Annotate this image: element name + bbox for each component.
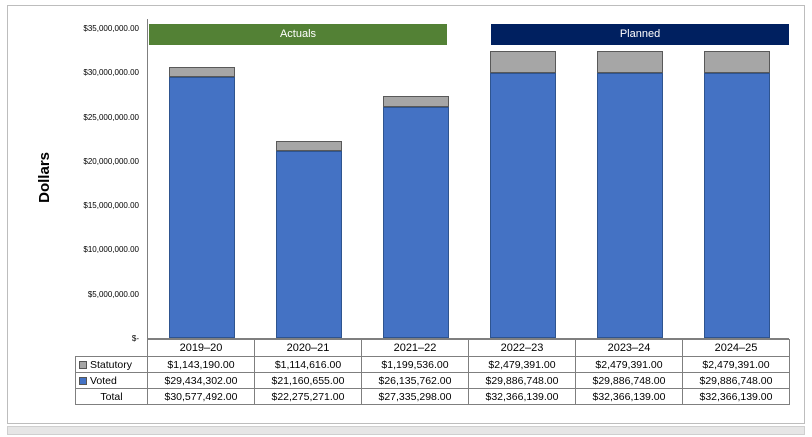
category-label: 2024–25	[682, 339, 790, 357]
value-cell: $32,366,139.00	[575, 388, 683, 405]
value-cell: $29,886,748.00	[468, 372, 576, 389]
value-cell: $32,366,139.00	[468, 388, 576, 405]
value-cell: $1,114,616.00	[254, 356, 362, 373]
category-label: 2022–23	[468, 339, 576, 357]
value-cell: $2,479,391.00	[468, 356, 576, 373]
bar-voted-2024–25	[703, 73, 770, 338]
y-tick-label: $30,000,000.00	[83, 68, 139, 78]
bar-voted-2022–23	[489, 73, 556, 338]
row-label-voted: Voted	[75, 372, 148, 389]
bar-voted-2019–20	[168, 77, 235, 338]
bar-statutory-2022–23	[489, 51, 556, 74]
category-label: 2023–24	[575, 339, 683, 357]
bar-statutory-2023–24	[596, 51, 663, 74]
value-cell: $26,135,762.00	[361, 372, 469, 389]
category-label: 2019–20	[147, 339, 255, 357]
value-cell: $32,366,139.00	[682, 388, 790, 405]
plot-area: Actuals Planned	[147, 19, 789, 339]
table-corner-cell	[75, 339, 148, 357]
bar-statutory-2020–21	[275, 140, 342, 151]
value-cell: $21,160,655.00	[254, 372, 362, 389]
y-tick-label: $5,000,000.00	[87, 289, 139, 299]
bar-voted-2021–22	[382, 106, 449, 338]
value-cell: $30,577,492.00	[147, 388, 255, 405]
value-cell: $2,479,391.00	[682, 356, 790, 373]
bar-statutory-2021–22	[382, 95, 449, 107]
y-tick-label: $10,000,000.00	[83, 245, 139, 255]
bar-voted-2023–24	[596, 73, 663, 338]
value-cell: $22,275,271.00	[254, 388, 362, 405]
value-cell: $29,434,302.00	[147, 372, 255, 389]
value-cell: $29,886,748.00	[682, 372, 790, 389]
legend-swatch-statutory	[79, 360, 87, 369]
y-tick-label: $-	[131, 334, 139, 343]
bar-voted-2020–21	[275, 150, 342, 338]
value-cell: $1,199,536.00	[361, 356, 469, 373]
category-label: 2021–22	[361, 339, 469, 357]
banner-planned: Planned	[491, 24, 789, 45]
legend-swatch-voted	[79, 376, 87, 385]
banner-actuals: Actuals	[149, 24, 447, 45]
chart-frame: Dollars $35,000,000.00 $30,000,000.00 $25,…	[7, 5, 805, 424]
value-cell: $29,886,748.00	[575, 372, 683, 389]
data-table: 2019–20 2020–21 2021–22 2022–23 2023–24 2024–…	[75, 339, 790, 405]
bottom-scrollbar[interactable]	[7, 426, 805, 435]
table-header-row: 2019–20 2020–21 2021–22 2022–23 2023–24 2024–…	[75, 339, 790, 357]
value-cell: $2,479,391.00	[575, 356, 683, 373]
category-label: 2020–21	[254, 339, 362, 357]
bar-statutory-2019–20	[168, 67, 235, 78]
table-row-total: Total $30,577,492.00 $22,275,271.00 $27,335…	[75, 388, 790, 405]
table-row-voted: Voted $29,434,302.00 $21,160,655.00 $26,135…	[75, 372, 790, 389]
row-label-statutory: Statutory	[75, 356, 148, 373]
table-row-statutory: Statutory $1,143,190.00 $1,114,616.00 $1,19…	[75, 356, 790, 373]
y-tick-label: $25,000,000.00	[83, 112, 139, 122]
y-tick-label: $35,000,000.00	[83, 24, 139, 33]
y-tick-label: $20,000,000.00	[83, 156, 139, 166]
y-tick-label: $15,000,000.00	[83, 201, 139, 211]
bar-statutory-2024–25	[703, 51, 770, 74]
value-cell: $1,143,190.00	[147, 356, 255, 373]
row-label-total: Total	[75, 388, 148, 405]
value-cell: $27,335,298.00	[361, 388, 469, 405]
y-axis: $35,000,000.00 $30,000,000.00 $25,000,000.…	[8, 19, 139, 343]
